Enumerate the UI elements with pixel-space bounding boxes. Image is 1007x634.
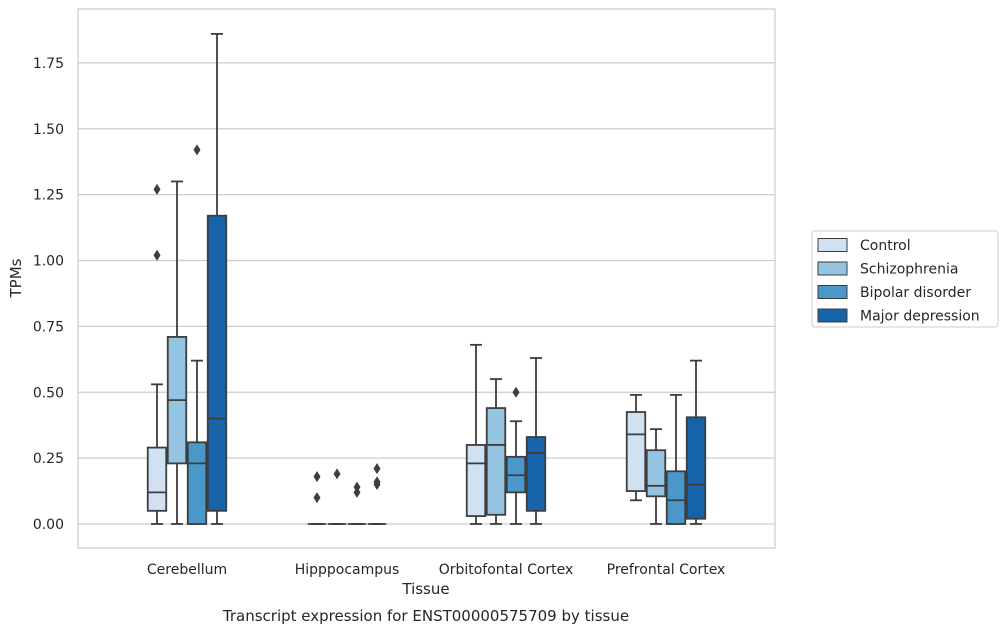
legend-label: Schizophrenia [860, 262, 958, 278]
legend-label: Control [860, 238, 911, 254]
box-1-3 [645, 428, 667, 525]
box-3-0 [206, 32, 228, 525]
outlier-point [512, 386, 520, 398]
y-tick-label: 0.50 [33, 385, 64, 401]
legend: Control Schizophrenia Bipolar disorder Majo… [811, 230, 999, 328]
legend-swatch [817, 261, 848, 276]
y-tick-label: 0.75 [33, 319, 64, 335]
box-iqr [525, 436, 547, 512]
chart-caption: Transcript expression for ENST0000057570… [222, 607, 629, 625]
box-2-2 [505, 386, 527, 525]
box-2-1 [347, 481, 367, 525]
box-iqr [186, 441, 208, 525]
box-iqr [146, 446, 168, 512]
box-iqr [645, 449, 667, 498]
box-iqr [625, 411, 647, 492]
x-axis-label: Tissue [401, 580, 449, 598]
box-iqr [665, 470, 687, 525]
x-tick-label: Cerebellum [147, 562, 227, 578]
box-1-0 [166, 180, 188, 525]
box-3-3 [685, 359, 707, 525]
y-tick-label: 0.00 [33, 517, 64, 533]
outlier-point [313, 492, 321, 504]
outlier-point [153, 183, 161, 195]
outlier-point [353, 481, 361, 493]
box-0-3 [625, 393, 647, 502]
legend-swatch [817, 308, 848, 323]
box-3-2 [525, 357, 547, 525]
box-0-2 [465, 343, 487, 525]
box-2-0 [186, 144, 208, 525]
legend-frame [811, 230, 999, 328]
outlier-point [373, 463, 381, 475]
legend-swatch [817, 285, 848, 299]
outlier-point [153, 249, 161, 261]
box-2-3 [665, 393, 687, 525]
box-iqr [685, 416, 707, 520]
x-tick-labels: Cerebellum Hipppocampus Orbitofontal Corte… [147, 562, 725, 578]
boxes [146, 32, 707, 525]
y-tick-label: 0.25 [33, 451, 64, 467]
outlier-point [373, 476, 381, 488]
x-tick-label: Prefrontal Cortex [607, 562, 726, 578]
box-0-1 [307, 471, 327, 525]
box-3-1 [367, 463, 387, 525]
box-1-1 [327, 468, 347, 525]
y-tick-label: 1.00 [33, 254, 64, 270]
y-axis-label: TPMs [7, 258, 25, 298]
y-tick-label: 1.50 [33, 122, 64, 138]
box-iqr [465, 444, 487, 517]
legend-swatch [817, 238, 848, 252]
box-0-0 [146, 183, 168, 525]
y-tick-label: 1.75 [33, 56, 64, 72]
outlier-point [313, 471, 321, 483]
box-1-2 [485, 378, 507, 525]
x-tick-label: Hipppocampus [295, 562, 400, 578]
y-tick-label: 1.25 [33, 188, 64, 204]
legend-label: Major depression [860, 309, 980, 325]
y-tick-labels: 0.00 0.25 0.50 0.75 1.00 1.25 1.50 1.75 [33, 56, 64, 533]
outlier-point [193, 144, 201, 156]
box-iqr [206, 214, 228, 512]
legend-label: Bipolar disorder [860, 285, 971, 301]
outlier-point [333, 468, 341, 480]
plot-frame [77, 8, 776, 549]
box-iqr [485, 407, 507, 516]
x-tick-label: Orbitofontal Cortex [439, 562, 574, 578]
